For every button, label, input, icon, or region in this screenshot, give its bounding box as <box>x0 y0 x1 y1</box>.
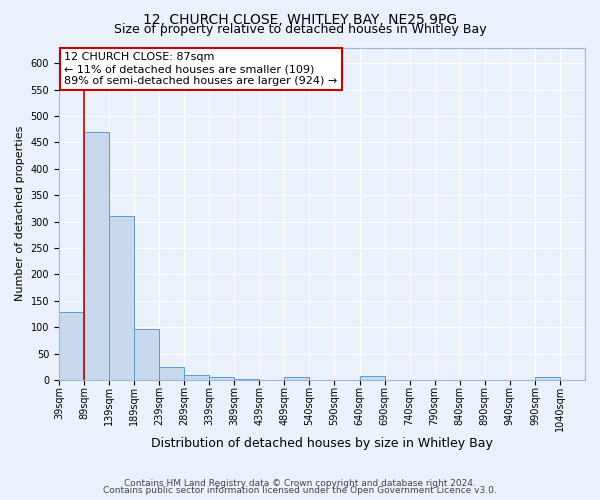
Text: Contains public sector information licensed under the Open Government Licence v3: Contains public sector information licen… <box>103 486 497 495</box>
Bar <box>535 378 560 380</box>
Bar <box>284 377 310 380</box>
Bar <box>209 378 234 380</box>
Text: Size of property relative to detached houses in Whitley Bay: Size of property relative to detached ho… <box>113 22 487 36</box>
Text: Contains HM Land Registry data © Crown copyright and database right 2024.: Contains HM Land Registry data © Crown c… <box>124 478 476 488</box>
Bar <box>109 216 134 380</box>
Bar <box>159 367 184 380</box>
Y-axis label: Number of detached properties: Number of detached properties <box>15 126 25 302</box>
X-axis label: Distribution of detached houses by size in Whitley Bay: Distribution of detached houses by size … <box>151 437 493 450</box>
Bar <box>234 379 259 380</box>
Text: 12 CHURCH CLOSE: 87sqm
← 11% of detached houses are smaller (109)
89% of semi-de: 12 CHURCH CLOSE: 87sqm ← 11% of detached… <box>64 52 337 86</box>
Bar <box>359 376 385 380</box>
Bar <box>59 312 84 380</box>
Bar <box>184 374 209 380</box>
Bar <box>134 329 159 380</box>
Bar <box>84 132 109 380</box>
Text: 12, CHURCH CLOSE, WHITLEY BAY, NE25 9PG: 12, CHURCH CLOSE, WHITLEY BAY, NE25 9PG <box>143 12 457 26</box>
